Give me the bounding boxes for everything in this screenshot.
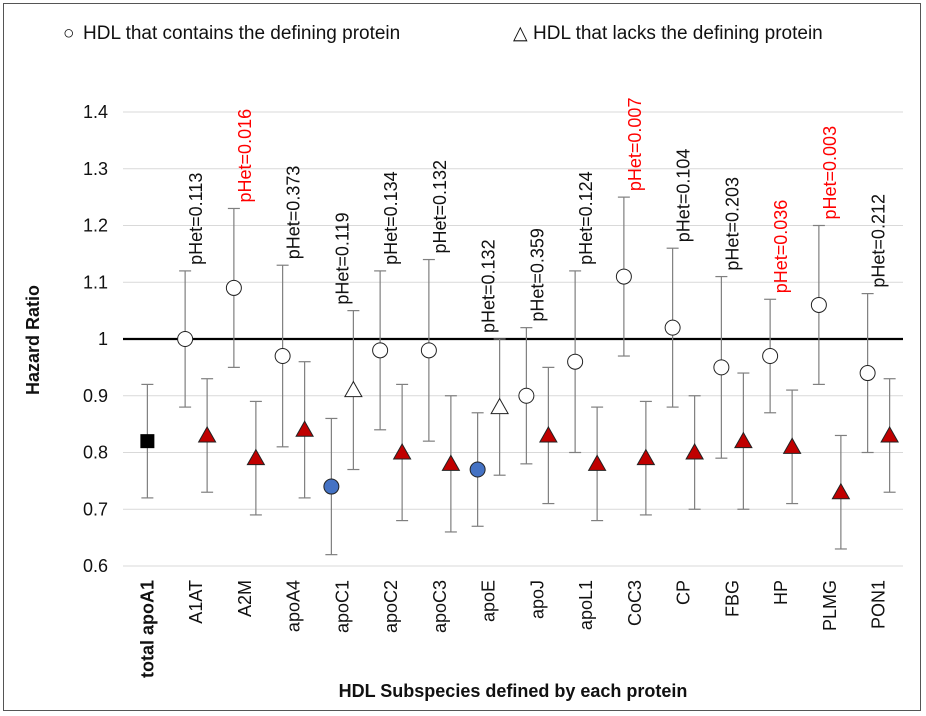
legend-symbol-contains: ○ [63,23,74,44]
contains-marker [177,331,194,347]
lacks-marker [295,420,314,437]
lacks-marker [782,437,802,454]
lacks-marker [880,425,899,443]
x-category-label: A2M [235,580,255,617]
lacks-marker [392,442,412,460]
x-category-label: CoC3 [625,580,645,626]
phet-label: pHet=0.007 [625,98,645,192]
lacks-marker [539,425,558,443]
phet-label: pHet=0.016 [235,109,255,203]
x-category-label: total apoA1 [137,580,157,678]
lacks-marker [636,448,656,466]
phet-label: pHet=0.104 [674,149,694,243]
phet-label: pHet=0.113 [186,173,206,265]
contains-marker [518,387,535,404]
contains-marker [372,342,389,359]
x-category-label: apoC2 [381,580,401,633]
y-tick-label: 0.8 [83,443,108,463]
lacks-marker [246,448,266,466]
lacks-marker [441,454,461,471]
lacks-marker [587,454,607,471]
phet-label: pHet=0.003 [820,126,840,220]
y-axis-ticks: 0.6 0.7 0.8 0.9 1 1.1 1.2 1.3 1.4 [83,102,108,576]
x-axis-title: HDL Subspecies defined by each protein [339,681,688,701]
contains-marker [420,342,437,359]
contains-marker [762,348,779,365]
x-category-label: HP [771,580,791,605]
phet-label: pHet=0.132 [479,239,499,333]
x-category-label: apoC3 [430,580,450,633]
phet-label: pHet=0.119 [332,212,352,304]
data-marks: pHet=0.113 pHet=0.016 pHet=0.373 pHet=0.119… [140,98,899,556]
y-tick-label: 1.1 [83,272,108,292]
contains-marker [713,359,730,376]
x-category-label: apoA4 [284,580,304,632]
legend-symbol-lacks: △ [513,23,528,44]
phet-label: pHet=0.132 [430,160,450,254]
legend-label-lacks: HDL that lacks the defining protein [533,23,823,44]
phet-label: pHet=0.212 [869,194,889,288]
phet-label: pHet=0.134 [381,171,401,265]
phet-label: pHet=0.124 [576,171,596,265]
lacks-marker [197,425,217,443]
lacks-marker [490,397,509,415]
x-category-label: apoL1 [576,580,596,630]
x-category-label: apoE [479,580,499,622]
lacks-marker [344,380,363,398]
y-tick-label: 0.9 [83,386,108,406]
phet-label: pHet=0.359 [527,228,547,322]
phet-label: pHet=0.373 [284,166,304,260]
y-tick-label: 1 [98,329,108,349]
phet-label: pHet=0.036 [771,200,791,294]
contains-marker [323,478,340,495]
lacks-marker [685,442,704,460]
y-axis-title: Hazard Ratio [23,285,43,395]
contains-marker [810,296,827,313]
x-category-label: FBG [722,580,742,617]
x-category-label: apoJ [527,580,547,619]
phet-label: pHet=0.203 [722,177,742,271]
y-tick-label: 1.2 [83,216,108,236]
x-category-label: A1AT [186,580,206,624]
contains-marker [274,348,291,365]
contains-marker [859,365,876,382]
legend-label-contains: HDL that contains the defining protein [83,23,400,44]
x-category-label: PLMG [820,580,840,631]
contains-marker [225,279,242,296]
y-tick-label: 0.7 [83,499,108,519]
legend: ○ HDL that contains the defining protein… [63,23,823,44]
x-category-label: CP [674,580,694,605]
contains-marker [664,319,681,336]
x-axis-labels: total apoA1 A1AT A2M apoA4 apoC1 apoC2 apoC3 ap… [137,580,888,678]
lacks-marker [734,431,753,449]
x-category-label: PON1 [869,580,889,629]
y-tick-label: 0.6 [83,556,108,576]
total-apoa1-marker [140,434,155,449]
x-category-label: apoC1 [332,580,352,633]
lacks-marker [831,482,851,500]
contains-marker [567,353,584,370]
y-tick-label: 1.3 [83,159,108,179]
chart-frame [3,3,921,711]
contains-marker [615,268,632,285]
y-tick-label: 1.4 [83,102,108,122]
contains-marker [469,461,486,478]
